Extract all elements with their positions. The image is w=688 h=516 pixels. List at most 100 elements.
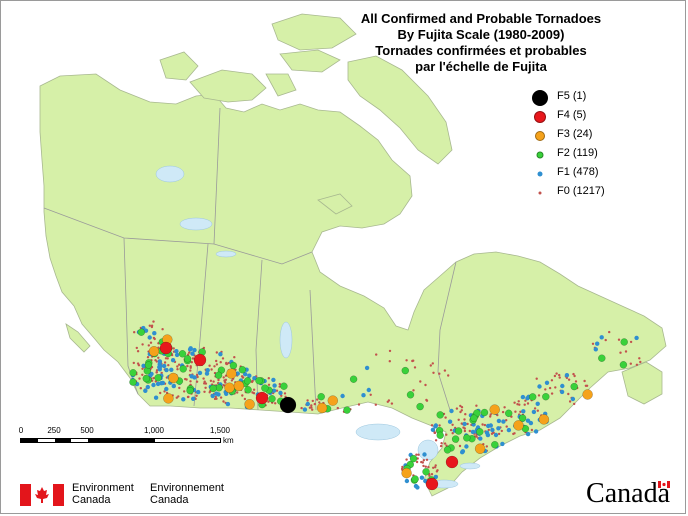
- tornado-point-f0: [624, 350, 628, 353]
- tornado-point-f1: [525, 431, 531, 437]
- tornado-point-f0: [463, 427, 466, 430]
- tornado-point-f0: [460, 409, 463, 412]
- tornado-point-f4: [193, 353, 207, 367]
- tornado-point-f0: [619, 351, 622, 354]
- tornado-point-f0: [422, 464, 425, 468]
- tornado-point-f1: [564, 373, 570, 378]
- tornado-point-f1: [364, 365, 370, 371]
- tornado-point-f0: [191, 357, 195, 360]
- tornado-point-f0: [215, 359, 218, 363]
- tornado-point-f0: [184, 377, 187, 381]
- tornado-point-f0: [252, 388, 256, 391]
- tornado-point-f0: [189, 365, 192, 368]
- tornado-point-f1: [560, 383, 565, 389]
- tornado-point-f0: [278, 385, 281, 388]
- f5-symbol-icon: [532, 89, 548, 106]
- tornado-point-f1: [501, 419, 506, 424]
- tornado-point-f2: [154, 374, 162, 382]
- tornado-point-f0: [310, 404, 313, 407]
- tornado-point-f0: [267, 377, 270, 380]
- tornado-point-f1: [366, 387, 371, 393]
- tornado-point-f0: [405, 458, 408, 461]
- scale-unit: km: [223, 436, 234, 445]
- lake-athabasca: [215, 250, 237, 258]
- tornado-point-f1: [155, 381, 161, 387]
- tornado-point-f0: [217, 378, 220, 382]
- tornado-point-f0: [160, 371, 163, 375]
- tornado-point-f0: [455, 407, 459, 410]
- lake-winnipeg: [279, 321, 293, 359]
- tornado-point-f0: [438, 372, 441, 375]
- tornado-point-f0: [429, 364, 432, 367]
- title-line-1: All Confirmed and Probable Tornadoes: [360, 11, 602, 26]
- legend-item-f4: F4 (5): [534, 107, 660, 126]
- tornado-point-f2: [491, 440, 499, 449]
- tornado-point-f2: [411, 475, 419, 483]
- tornado-point-f0: [369, 393, 372, 396]
- tornado-point-f2: [454, 427, 463, 435]
- tornado-point-f1: [433, 424, 438, 429]
- vancouver-island: [65, 323, 91, 353]
- tornado-point-f0: [388, 360, 391, 363]
- legend-label-f0: F0 (1217): [557, 185, 605, 197]
- tornado-point-f0: [243, 397, 247, 401]
- tornado-point-f0: [278, 382, 281, 386]
- tornado-point-f0: [195, 380, 199, 383]
- tornado-point-f2: [261, 384, 269, 392]
- tornado-point-f1: [460, 450, 465, 455]
- tornado-point-f1: [506, 427, 512, 433]
- tornado-point-f1: [537, 384, 542, 389]
- tornado-point-f0: [223, 380, 226, 383]
- tornado-point-f1: [252, 376, 257, 381]
- tornado-point-f0: [459, 410, 462, 414]
- tornado-point-f1: [149, 371, 154, 377]
- tornado-point-f0: [415, 453, 418, 456]
- canada-mainland: [39, 73, 667, 497]
- tornado-point-f0: [136, 350, 140, 353]
- tornado-point-f0: [451, 423, 454, 426]
- tornado-point-f0: [177, 363, 181, 366]
- tornado-point-f4: [445, 455, 459, 469]
- tornado-point-f1: [181, 397, 186, 402]
- tornado-point-f0: [186, 364, 189, 368]
- tornado-point-f0: [433, 431, 437, 435]
- tornado-point-f0: [425, 399, 429, 402]
- tornado-point-f0: [430, 473, 434, 476]
- legend-item-f5: F5 (1): [532, 88, 660, 107]
- tornado-point-f1: [141, 363, 146, 368]
- tornado-point-f2: [209, 384, 217, 393]
- tornado-point-f1: [171, 383, 176, 389]
- agency-fr-line2: Canada: [150, 494, 189, 506]
- tornado-point-f0: [608, 330, 611, 334]
- tornado-point-f0: [434, 439, 438, 442]
- tornado-point-f0: [146, 356, 150, 359]
- tornado-point-f0: [438, 424, 441, 427]
- tornado-point-f0: [178, 386, 181, 390]
- tornado-point-f0: [554, 386, 557, 389]
- tornado-point-f1: [247, 373, 252, 378]
- tornado-point-f1: [272, 383, 277, 388]
- tornado-point-f0: [155, 371, 158, 374]
- tornado-point-f2: [451, 435, 460, 443]
- tornado-point-f0: [210, 368, 213, 371]
- tornado-point-f0: [574, 380, 578, 383]
- tornado-point-f0: [568, 400, 572, 403]
- tornado-point-f0: [388, 349, 392, 353]
- title-line-2: By Fujita Scale (1980-2009): [397, 27, 565, 42]
- tornado-point-f1: [433, 474, 438, 480]
- tornado-point-f1: [490, 427, 495, 433]
- lake-superior: [355, 423, 401, 441]
- tornado-point-f2: [504, 409, 513, 418]
- tornado-point-f0: [445, 433, 448, 436]
- lake-huron: [417, 439, 439, 461]
- tornado-point-f0: [186, 353, 190, 356]
- tornado-point-f0: [555, 372, 558, 375]
- tornado-point-f0: [233, 356, 236, 359]
- tornado-point-f1: [153, 395, 159, 400]
- tornado-point-f1: [340, 393, 345, 399]
- tornado-point-f0: [425, 458, 429, 461]
- tornado-point-f0: [202, 377, 205, 380]
- great-slave-lake: [179, 217, 213, 231]
- tornado-point-f2: [409, 454, 418, 463]
